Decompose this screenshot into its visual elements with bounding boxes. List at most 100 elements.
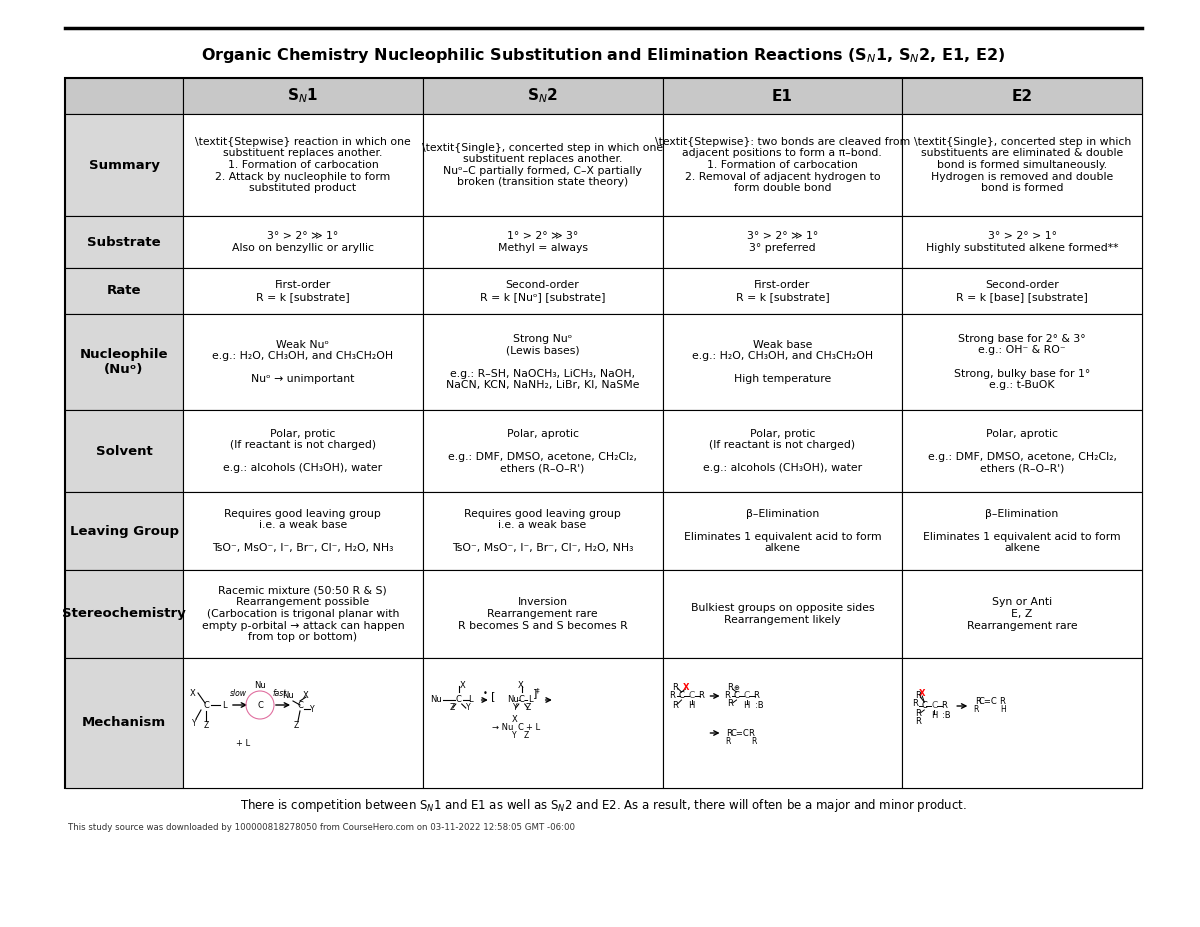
Text: R: R [973, 705, 979, 714]
Bar [422, 216, 662, 268]
Text: This study source was downloaded by 100000818278050 from CourseHero.com on 03-11: This study source was downloaded by 1000… [68, 823, 575, 832]
Bar [182, 314, 422, 410]
Text: S$_N$1: S$_N$1 [287, 86, 318, 106]
Text: Nucleophile
(Nuᵒ): Nucleophile (Nuᵒ) [79, 348, 168, 376]
Bar [65, 314, 182, 410]
Bar [65, 114, 182, 216]
Text: [: [ [492, 691, 496, 701]
Text: C=C: C=C [979, 696, 997, 705]
Text: Organic Chemistry Nucleophilic Substitution and Elimination Reactions (S$_N$1, S: Organic Chemistry Nucleophilic Substitut… [200, 45, 1006, 65]
Text: R: R [725, 692, 731, 701]
Bar [422, 78, 662, 114]
Text: E2: E2 [1012, 88, 1033, 104]
Text: R: R [941, 702, 947, 710]
Text: Y: Y [467, 704, 472, 713]
Bar [662, 114, 902, 216]
Text: C: C [733, 692, 739, 701]
Text: First-order
R = k [substrate]: First-order R = k [substrate] [736, 280, 829, 302]
Text: C: C [298, 701, 302, 709]
Text: R: R [725, 736, 730, 745]
Text: 3° > 2° ≫ 1°
3° preferred: 3° > 2° ≫ 1° 3° preferred [746, 231, 818, 253]
Text: Substrate: Substrate [88, 235, 161, 248]
Bar [65, 658, 182, 788]
Bar [662, 492, 902, 570]
Text: L: L [222, 701, 227, 709]
Text: R: R [1000, 696, 1006, 705]
Text: Racemic mixture (50:50 R & S)
Rearrangement possible
(Carbocation is trigonal pl: Racemic mixture (50:50 R & S) Rearrangem… [202, 586, 404, 642]
Text: R: R [726, 729, 732, 738]
Bar [902, 410, 1142, 492]
Text: :B: :B [755, 702, 764, 710]
Text: C: C [689, 692, 695, 701]
Text: Z: Z [526, 704, 530, 713]
Bar [182, 78, 422, 114]
Text: H: H [743, 701, 750, 709]
Text: Z: Z [450, 704, 455, 713]
Bar [422, 570, 662, 658]
Text: R: R [698, 692, 704, 701]
Bar [422, 268, 662, 314]
Bar [182, 114, 422, 216]
Bar [65, 216, 182, 268]
Text: 1° > 2° ≫ 3°
Methyl = always: 1° > 2° ≫ 3° Methyl = always [498, 231, 588, 253]
Text: X: X [304, 691, 308, 700]
Text: C: C [922, 702, 928, 710]
Text: Y: Y [512, 730, 517, 740]
Text: X: X [683, 683, 690, 692]
Text: C: C [456, 695, 462, 705]
Text: \textit{Stepwise} reaction in which one
substituent replaces another.
1. Formati: \textit{Stepwise} reaction in which one … [194, 137, 410, 193]
Text: R: R [754, 692, 760, 701]
Text: R: R [916, 717, 922, 726]
Bar [902, 658, 1142, 788]
Bar [182, 570, 422, 658]
Text: There is competition between S$_N$1 and E1 as well as S$_N$2 and E2. As a result: There is competition between S$_N$1 and … [240, 797, 966, 815]
Bar [662, 314, 902, 410]
Bar [182, 658, 422, 788]
Text: R: R [976, 696, 982, 705]
Text: Y: Y [192, 718, 197, 728]
Bar [902, 570, 1142, 658]
Text: R: R [749, 729, 755, 738]
Text: R: R [670, 692, 676, 701]
Text: \textit{Single}, concerted step in which
substituents are eliminated & double
bo: \textit{Single}, concerted step in which… [913, 137, 1130, 193]
Text: C: C [678, 692, 684, 701]
Bar [662, 570, 902, 658]
Bar [65, 492, 182, 570]
Text: S$_N$2: S$_N$2 [527, 86, 558, 106]
Text: Nu: Nu [254, 680, 266, 690]
Text: slow: slow [229, 689, 246, 697]
Text: Nu: Nu [282, 691, 294, 700]
Text: Requires good leaving group
i.e. a weak base

TsO⁻, MsO⁻, I⁻, Br⁻, Cl⁻, H₂O, NH₃: Requires good leaving group i.e. a weak … [212, 509, 394, 553]
Text: Z: Z [293, 721, 299, 730]
Text: •: • [482, 689, 487, 697]
Text: Leaving Group: Leaving Group [70, 525, 179, 538]
Text: L: L [468, 695, 473, 705]
Text: + L: + L [236, 739, 250, 747]
Text: + L: + L [526, 723, 540, 732]
Text: H: H [931, 710, 937, 719]
Text: Bulkiest groups on opposite sides
Rearrangement likely: Bulkiest groups on opposite sides Rearra… [690, 603, 874, 625]
Text: Polar, protic
(If reactant is not charged)

e.g.: alcohols (CH₃OH), water: Polar, protic (If reactant is not charge… [223, 428, 383, 474]
Text: ]: ] [533, 688, 536, 698]
Bar [422, 492, 662, 570]
Bar [902, 314, 1142, 410]
Text: R: R [916, 709, 922, 718]
Bar [662, 216, 902, 268]
Text: \textit{Stepwise}: two bonds are cleaved from
adjacent positions to form a π–bon: \textit{Stepwise}: two bonds are cleaved… [655, 137, 910, 193]
Text: R: R [751, 736, 756, 745]
Text: First-order
R = k [substrate]: First-order R = k [substrate] [256, 280, 349, 302]
Text: C: C [518, 695, 524, 705]
Text: Z: Z [203, 720, 209, 730]
Text: Polar, protic
(If reactant is not charged)

e.g.: alcohols (CH₃OH), water: Polar, protic (If reactant is not charge… [703, 428, 862, 474]
Text: Mechanism: Mechanism [82, 717, 166, 730]
Text: C: C [743, 692, 750, 701]
Text: 3° > 2° ≫ 1°
Also on benzyllic or aryllic: 3° > 2° ≫ 1° Also on benzyllic or arylli… [232, 231, 374, 253]
Text: Y: Y [310, 705, 314, 714]
Bar [902, 78, 1142, 114]
Bar [662, 410, 902, 492]
Text: Strong Nuᵒ
(Lewis bases)

e.g.: R–SH, NaOCH₃, LiCH₃, NaOH,
NaCN, KCN, NaNH₂, LiB: Strong Nuᵒ (Lewis bases) e.g.: R–SH, NaO… [446, 334, 640, 390]
Text: R: R [916, 692, 922, 701]
Text: Solvent: Solvent [96, 445, 152, 458]
Text: X: X [518, 681, 523, 691]
Text: β–Elimination

Eliminates 1 equivalent acid to form
alkene: β–Elimination Eliminates 1 equivalent ac… [684, 509, 881, 553]
